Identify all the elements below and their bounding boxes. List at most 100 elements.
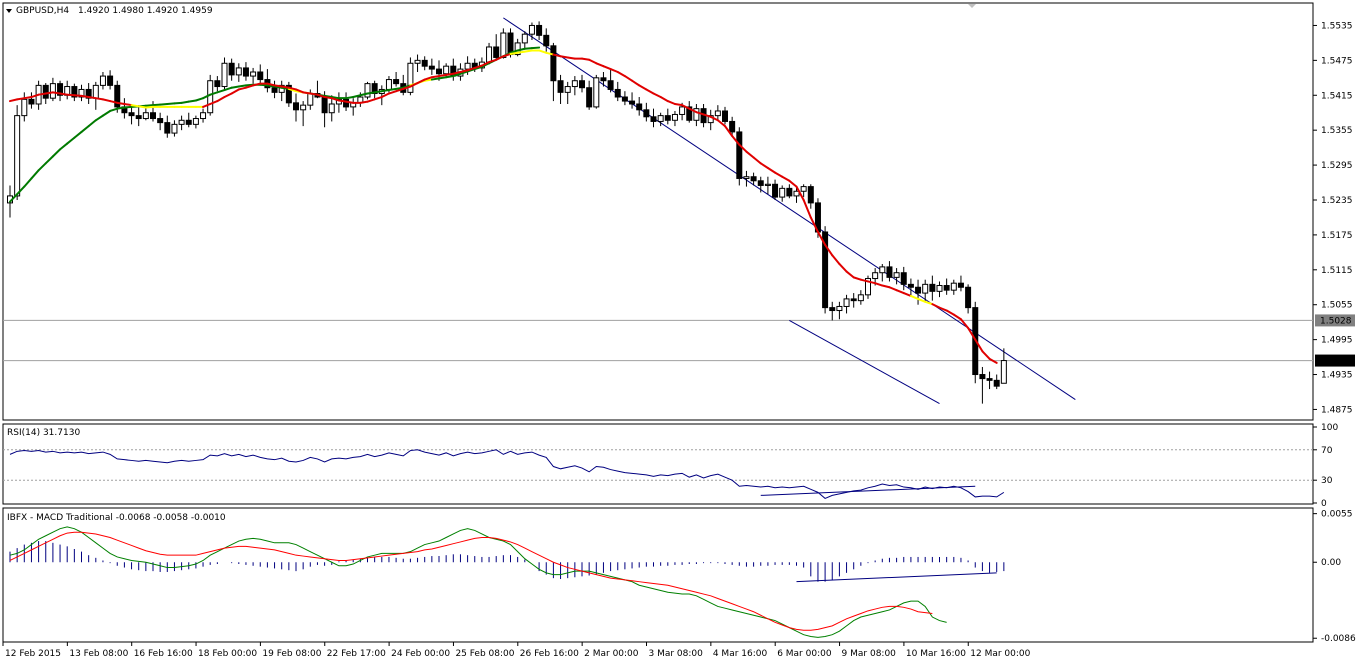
shift-marker-icon[interactable] (968, 4, 976, 8)
candle[interactable] (371, 80, 378, 99)
candle[interactable] (829, 301, 836, 321)
candle[interactable] (242, 62, 249, 81)
candle[interactable] (571, 76, 578, 96)
candle[interactable] (543, 28, 550, 52)
candle[interactable] (300, 101, 307, 127)
candle[interactable] (528, 22, 535, 40)
candle[interactable] (614, 81, 621, 102)
candle[interactable] (750, 172, 757, 186)
candle[interactable] (822, 226, 829, 314)
candle[interactable] (922, 279, 929, 302)
candle[interactable] (850, 293, 857, 308)
candle[interactable] (979, 366, 986, 404)
candle[interactable] (936, 281, 943, 298)
candle[interactable] (607, 69, 614, 93)
candle[interactable] (664, 108, 671, 125)
candle[interactable] (407, 57, 414, 96)
candle[interactable] (557, 74, 564, 104)
candle[interactable] (500, 28, 507, 59)
collapse-arrow-icon[interactable] (6, 9, 12, 13)
candle[interactable] (986, 371, 993, 390)
candle[interactable] (779, 185, 786, 202)
candle[interactable] (171, 120, 178, 137)
candle[interactable] (257, 64, 264, 84)
candle[interactable] (164, 115, 171, 138)
candle[interactable] (271, 80, 278, 99)
candle[interactable] (865, 275, 871, 299)
candle[interactable] (943, 278, 950, 295)
candle[interactable] (593, 74, 600, 109)
candle[interactable] (107, 70, 114, 90)
candle[interactable] (192, 115, 199, 129)
candle[interactable] (214, 76, 221, 92)
candle[interactable] (915, 279, 922, 305)
candle[interactable] (221, 57, 228, 90)
rsi-pane[interactable] (2, 423, 1314, 505)
candle[interactable] (78, 84, 85, 102)
candle[interactable] (636, 97, 643, 116)
candle[interactable] (85, 83, 92, 104)
candle[interactable] (693, 103, 700, 127)
candle[interactable] (879, 263, 886, 282)
candle[interactable] (550, 42, 557, 102)
candle[interactable] (285, 81, 292, 107)
candle[interactable] (393, 71, 400, 87)
candle[interactable] (600, 71, 607, 87)
candle[interactable] (421, 56, 428, 71)
candle[interactable] (228, 58, 235, 81)
candle[interactable] (99, 71, 106, 90)
candle[interactable] (57, 80, 64, 102)
candle[interactable] (250, 67, 257, 84)
candle[interactable] (843, 294, 850, 314)
candle[interactable] (436, 60, 442, 81)
candle[interactable] (364, 81, 371, 100)
candle[interactable] (28, 92, 35, 109)
candle[interactable] (178, 115, 185, 131)
candle[interactable] (185, 112, 192, 128)
candle[interactable] (772, 179, 779, 200)
candle[interactable] (743, 170, 750, 187)
candle[interactable] (621, 91, 628, 106)
candle[interactable] (49, 77, 56, 102)
candle[interactable] (135, 105, 142, 127)
price-pane[interactable] (2, 2, 1314, 421)
candle[interactable] (564, 81, 571, 104)
candle[interactable] (993, 374, 1000, 390)
macd-pane[interactable] (2, 507, 1314, 643)
candle[interactable] (71, 83, 78, 102)
candle[interactable] (293, 93, 299, 122)
candle[interactable] (414, 54, 421, 72)
candle[interactable] (579, 74, 585, 93)
candle[interactable] (736, 127, 743, 186)
candle[interactable] (650, 108, 657, 128)
candle[interactable] (900, 266, 907, 291)
candle[interactable] (907, 278, 914, 296)
candle[interactable] (142, 106, 149, 121)
candle[interactable] (586, 80, 593, 110)
candle[interactable] (722, 106, 728, 125)
candle[interactable] (757, 176, 764, 193)
candle[interactable] (786, 184, 793, 199)
candle[interactable] (886, 261, 893, 282)
candle[interactable] (807, 184, 814, 209)
candle[interactable] (950, 279, 957, 295)
candle[interactable] (893, 268, 900, 285)
candle[interactable] (328, 95, 335, 122)
candle[interactable] (714, 105, 721, 121)
candle[interactable] (793, 186, 800, 203)
candle[interactable] (686, 101, 693, 123)
candle[interactable] (643, 102, 650, 122)
candle[interactable] (1000, 348, 1007, 384)
candle[interactable] (836, 301, 843, 320)
candle[interactable] (629, 92, 636, 109)
candle[interactable] (729, 116, 736, 136)
candle[interactable] (428, 58, 435, 75)
candle[interactable] (157, 112, 164, 131)
candle[interactable] (521, 31, 528, 49)
candle[interactable] (929, 275, 936, 301)
candle[interactable] (14, 105, 21, 200)
candle[interactable] (536, 21, 543, 40)
candle[interactable] (114, 80, 121, 113)
candle[interactable] (671, 110, 678, 127)
